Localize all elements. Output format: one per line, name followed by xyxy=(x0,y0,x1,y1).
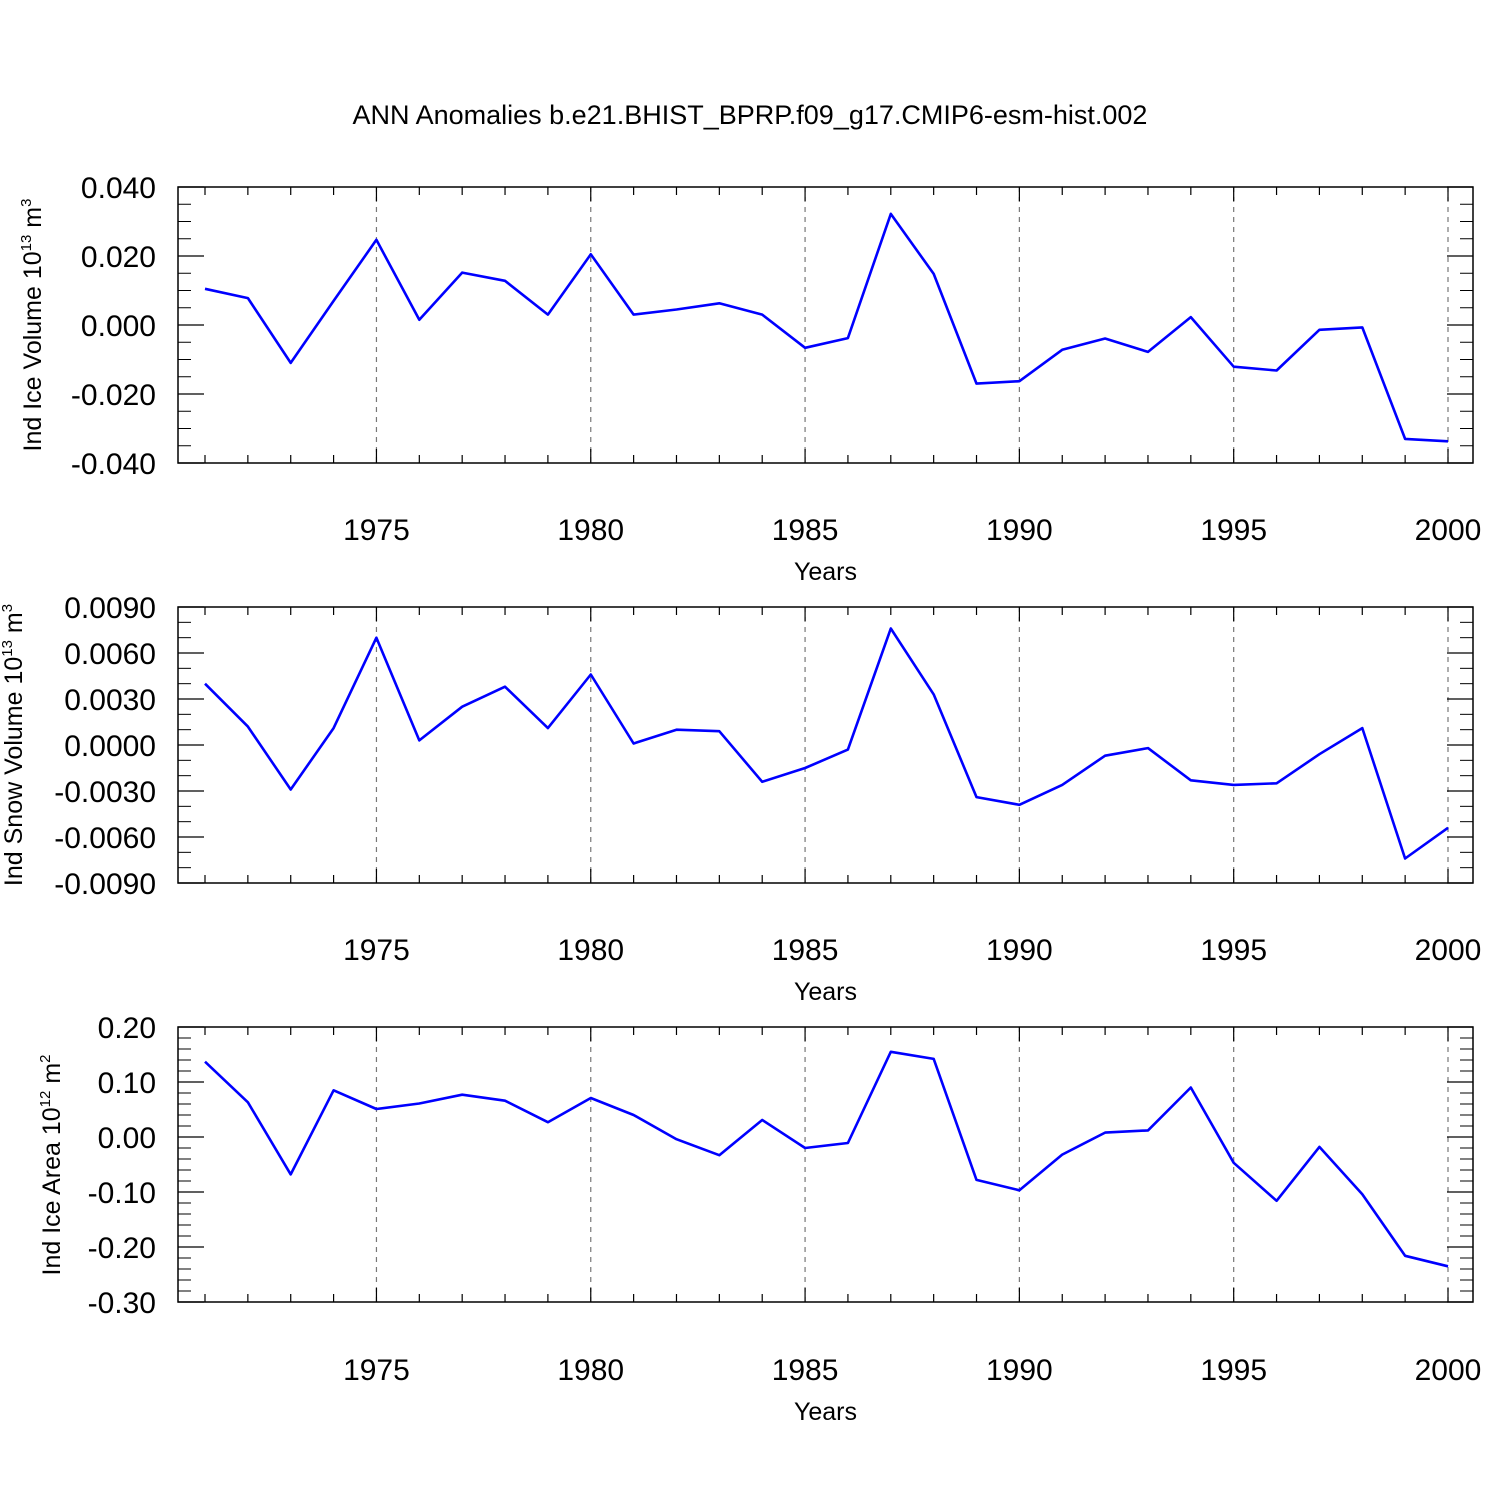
y-axis-title-part: m xyxy=(0,612,28,640)
y-tick-label: -0.20 xyxy=(88,1232,156,1265)
y-axis-title: Ind Ice Volume 1013 m3 xyxy=(18,199,47,452)
y-axis-title: Ind Snow Volume 1013 m3 xyxy=(0,604,28,886)
x-tick-label-1980: 1980 xyxy=(557,514,624,547)
x-tick-label-1990: 1990 xyxy=(986,1354,1053,1387)
x-tick-label-2000: 2000 xyxy=(1415,934,1482,967)
series-line-2 xyxy=(204,627,1449,860)
y-axis-title-part: 12 xyxy=(37,1091,54,1108)
y-tick-label: 0.0090 xyxy=(64,592,156,625)
x-axis-title: Years xyxy=(794,558,857,586)
y-tick-label: 0.0000 xyxy=(64,730,156,763)
y-tick-label: 0.10 xyxy=(98,1067,156,1100)
y-tick-label: 0.0060 xyxy=(64,638,156,671)
x-tick-label-1990: 1990 xyxy=(986,514,1053,547)
x-tick-label-1985: 1985 xyxy=(772,514,839,547)
y-axis-title-part: 13 xyxy=(0,640,16,657)
y-tick-label: -0.30 xyxy=(88,1287,156,1320)
y-tick-label: -0.10 xyxy=(88,1177,156,1210)
x-tick-label-1985: 1985 xyxy=(772,1354,839,1387)
y-axis-title-part: 3 xyxy=(18,199,35,207)
x-tick-label-1975: 1975 xyxy=(343,934,410,967)
y-axis-title-part: Ind Snow Volume 10 xyxy=(0,657,28,886)
y-tick-label: -0.040 xyxy=(71,448,156,481)
x-tick-label-2000: 2000 xyxy=(1415,1354,1482,1387)
x-tick-label-1995: 1995 xyxy=(1200,934,1267,967)
x-tick-label-1995: 1995 xyxy=(1200,1354,1267,1387)
y-tick-label: 0.20 xyxy=(98,1012,156,1045)
y-axis-title-part: Ind Ice Area 10 xyxy=(38,1107,66,1275)
y-axis-title-part: Ind Ice Volume 10 xyxy=(19,251,47,451)
x-tick-label-1990: 1990 xyxy=(986,934,1053,967)
x-axis-title: Years xyxy=(794,978,857,1006)
panel-3: 1975 1980 1985 1990 1995 2000 Years -0.30 -0.20 -… xyxy=(37,1012,1481,1426)
panel-1: 1975 1980 1985 1990 1995 2000 Years -0.040 -0.02… xyxy=(18,172,1481,586)
plot-frame xyxy=(177,186,1474,464)
series-line-1 xyxy=(204,212,1449,443)
y-tick-label: -0.0060 xyxy=(54,822,156,855)
y-tick-label: -0.0030 xyxy=(54,776,156,809)
x-tick-label-1985: 1985 xyxy=(772,934,839,967)
figure-title: ANN Anomalies b.e21.BHIST_BPRP.f09_g17.C… xyxy=(353,100,1148,130)
y-axis-title-part: m xyxy=(38,1063,66,1091)
x-tick-label-1975: 1975 xyxy=(343,1354,410,1387)
y-tick-label: 0.00 xyxy=(98,1122,156,1155)
panel-2: 1975 1980 1985 1990 1995 2000 Years -0.0090 -0.0… xyxy=(0,592,1481,1006)
y-axis-title-part: 13 xyxy=(18,235,35,252)
y-tick-label: -0.020 xyxy=(71,379,156,412)
y-tick-label: 0.0030 xyxy=(64,684,156,717)
x-tick-label-1975: 1975 xyxy=(343,514,410,547)
y-tick-label: -0.0090 xyxy=(54,868,156,901)
series-line-3 xyxy=(204,1050,1449,1268)
x-axis-title: Years xyxy=(794,1398,857,1426)
x-tick-label-2000: 2000 xyxy=(1415,514,1482,547)
y-axis-title: Ind Ice Area 1012 m2 xyxy=(37,1055,66,1276)
x-tick-label-1980: 1980 xyxy=(557,1354,624,1387)
y-axis-title-part: m xyxy=(19,207,47,235)
y-axis-title-part: 3 xyxy=(0,604,16,612)
x-tick-label-1995: 1995 xyxy=(1200,514,1267,547)
y-axis-title-part: 2 xyxy=(37,1055,54,1063)
y-tick-label: 0.020 xyxy=(81,241,156,274)
plot-frame xyxy=(177,1026,1474,1303)
y-tick-label: 0.040 xyxy=(81,172,156,205)
y-tick-label: 0.000 xyxy=(81,310,156,343)
x-tick-label-1980: 1980 xyxy=(557,934,624,967)
